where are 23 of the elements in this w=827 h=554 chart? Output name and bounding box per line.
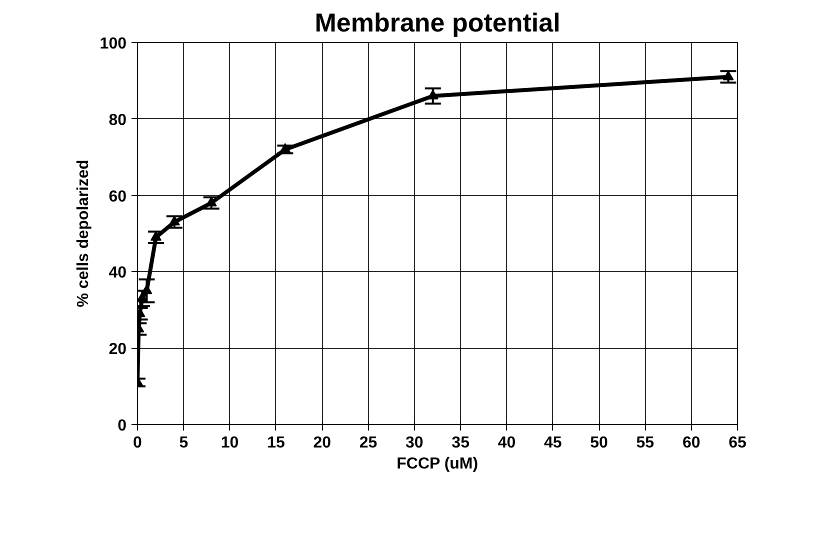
chart-title: Membrane potential [314, 8, 560, 38]
x-tick-label: 0 [133, 434, 142, 452]
x-tick-label: 45 [544, 434, 562, 452]
y-tick-label: 20 [108, 341, 127, 358]
x-axis-title: FCCP (uM) [396, 456, 478, 472]
x-tick-label: 5 [179, 434, 188, 452]
y-axis-title: % cells depolarized [74, 160, 92, 308]
x-tick-label: 60 [682, 434, 700, 452]
y-tick-label: 0 [118, 418, 127, 434]
x-tick-label: 20 [313, 434, 332, 452]
x-tick-label: 40 [498, 434, 516, 452]
x-tick-label: 50 [590, 434, 608, 452]
y-tick-label: 80 [108, 112, 127, 129]
x-tick-label: 30 [406, 434, 424, 452]
x-tick-label: 25 [359, 434, 378, 452]
x-tick-label: 15 [267, 434, 285, 452]
x-tick-label: 10 [220, 434, 239, 452]
x-tick-label: 55 [636, 434, 654, 452]
x-tick-label: 35 [452, 434, 470, 452]
x-tick-label: 65 [728, 434, 746, 452]
y-tick-label: 100 [100, 36, 127, 52]
y-tick-label: 60 [108, 188, 127, 206]
y-tick-label: 40 [108, 264, 127, 282]
